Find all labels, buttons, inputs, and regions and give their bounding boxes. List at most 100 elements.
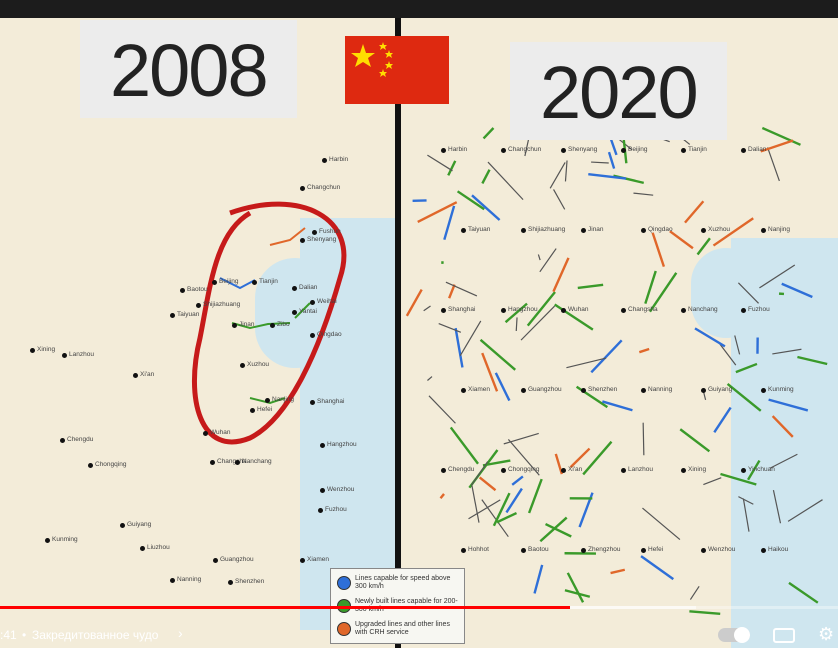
map2008-city-label: Guiyang bbox=[127, 521, 152, 528]
map2008-city-label: Shenzhen bbox=[235, 578, 265, 585]
captions-icon[interactable] bbox=[773, 628, 795, 643]
rail-segment bbox=[588, 173, 627, 180]
rail-segment bbox=[537, 254, 541, 261]
map2008-city-label: Fushun bbox=[319, 228, 341, 235]
map2020-city-marker bbox=[581, 548, 586, 553]
year-label-2008: 2008 bbox=[80, 20, 297, 118]
map2008-city-label: Hangzhou bbox=[327, 441, 357, 448]
rail-segment bbox=[503, 432, 539, 445]
rail-segment bbox=[781, 282, 813, 299]
map2020-city-marker bbox=[461, 548, 466, 553]
map2020-city-marker bbox=[681, 468, 686, 473]
current-time: :41 bbox=[0, 628, 17, 642]
map2008-city-label: Kunming bbox=[52, 536, 78, 543]
rail-segment bbox=[504, 302, 528, 324]
rail-segment bbox=[769, 453, 798, 469]
map2008-city-label: Nanning bbox=[177, 576, 202, 583]
map2020-city-label: Zhengzhou bbox=[588, 546, 621, 553]
rail-segment bbox=[759, 264, 796, 289]
rail-segment bbox=[797, 355, 828, 366]
rail-segment bbox=[669, 230, 694, 250]
rail-segment bbox=[633, 192, 654, 196]
rail-segment bbox=[738, 496, 754, 505]
rail-segment bbox=[644, 270, 657, 304]
map2020-city-label: Nanchang bbox=[688, 306, 718, 313]
map2008-city-label: Xuzhou bbox=[247, 361, 270, 368]
map2008-city-marker bbox=[300, 558, 305, 563]
map2020-city-label: Harbin bbox=[448, 146, 468, 153]
map2008-city-marker bbox=[88, 463, 93, 468]
rail-segment bbox=[651, 232, 666, 267]
map2008-city-label: Changsha bbox=[217, 458, 247, 465]
gear-icon[interactable]: ⚙ bbox=[818, 624, 835, 644]
map2008-city-marker bbox=[235, 460, 240, 465]
chapter-title[interactable]: Закредитованное чудо bbox=[32, 628, 159, 642]
rail-segment bbox=[696, 237, 711, 256]
map2008-city-marker bbox=[45, 538, 50, 543]
rail-segment bbox=[533, 564, 544, 594]
map2008-city-label: Fuzhou bbox=[325, 506, 347, 513]
rail-segment bbox=[527, 478, 543, 514]
rail-segment bbox=[539, 248, 557, 273]
rail-segment bbox=[481, 169, 491, 185]
map2020-city-marker bbox=[501, 148, 506, 153]
map2008-city-marker bbox=[310, 300, 315, 305]
map2008-city-label: Shanghai bbox=[317, 398, 345, 405]
map2020-city-label: Qingdao bbox=[648, 226, 673, 233]
map2020-city-marker bbox=[561, 148, 566, 153]
rail-segment bbox=[443, 205, 456, 241]
autoplay-toggle[interactable] bbox=[718, 627, 750, 643]
rail-segment bbox=[566, 357, 607, 369]
rail-segment bbox=[590, 339, 623, 374]
rail-segment bbox=[582, 440, 613, 476]
rail-segment bbox=[471, 194, 501, 221]
chevron-right-icon[interactable]: › bbox=[178, 625, 183, 641]
rail-segment bbox=[747, 459, 761, 481]
map2020-city-label: Haikou bbox=[768, 546, 789, 553]
rail-segment bbox=[742, 498, 750, 532]
map2008-city-label: Jinan bbox=[239, 321, 255, 328]
map2008-city-marker bbox=[300, 238, 305, 243]
rail-network-2008 bbox=[192, 201, 347, 445]
map2020-city-marker bbox=[581, 388, 586, 393]
map2020-city-marker bbox=[441, 468, 446, 473]
rail-segment bbox=[423, 305, 431, 312]
map2008-city-marker bbox=[265, 398, 270, 403]
map2008-city-label: Shenyang bbox=[307, 236, 337, 243]
rail-segment bbox=[703, 477, 722, 486]
legend-swatch bbox=[337, 576, 351, 590]
rail-segment bbox=[492, 492, 511, 527]
map2020-city-label: Tianjin bbox=[688, 146, 707, 153]
map2020-city-label: Lanzhou bbox=[628, 466, 653, 473]
rail-segment bbox=[549, 162, 566, 189]
map2020-city-marker bbox=[501, 308, 506, 313]
map2008-city-marker bbox=[322, 158, 327, 163]
video-progress-bar[interactable] bbox=[0, 606, 838, 609]
rail-segment bbox=[459, 320, 482, 356]
map2008-city-label: Yantai bbox=[299, 308, 317, 315]
map2008-city-label: Weihai bbox=[317, 298, 337, 305]
separator-dot: • bbox=[22, 628, 27, 642]
map2020-city-label: Changsha bbox=[628, 306, 658, 313]
rail-segment bbox=[515, 317, 518, 332]
map2020-city-label: Chengdu bbox=[448, 466, 475, 473]
map2020-city-marker bbox=[521, 548, 526, 553]
map2008-city-marker bbox=[210, 460, 215, 465]
rail-segment bbox=[428, 395, 456, 424]
map2020-city-marker bbox=[461, 228, 466, 233]
china-flag bbox=[345, 36, 449, 104]
rail-segment bbox=[494, 372, 511, 402]
rail-segment bbox=[481, 499, 509, 538]
rail-segment bbox=[468, 499, 501, 520]
map2008-city-label: Dalian bbox=[299, 284, 318, 291]
rail-segment bbox=[602, 400, 633, 412]
map2020-city-label: Xi'an bbox=[568, 466, 583, 473]
rail-segment bbox=[689, 610, 721, 616]
map2020-city-label: Taiyuan bbox=[468, 226, 491, 233]
rail-segment bbox=[553, 189, 566, 210]
rail-segment bbox=[566, 572, 585, 603]
year-label-2020: 2020 bbox=[510, 42, 727, 140]
rail-segment bbox=[772, 348, 802, 355]
map2008-city-label: Xining bbox=[37, 346, 56, 353]
